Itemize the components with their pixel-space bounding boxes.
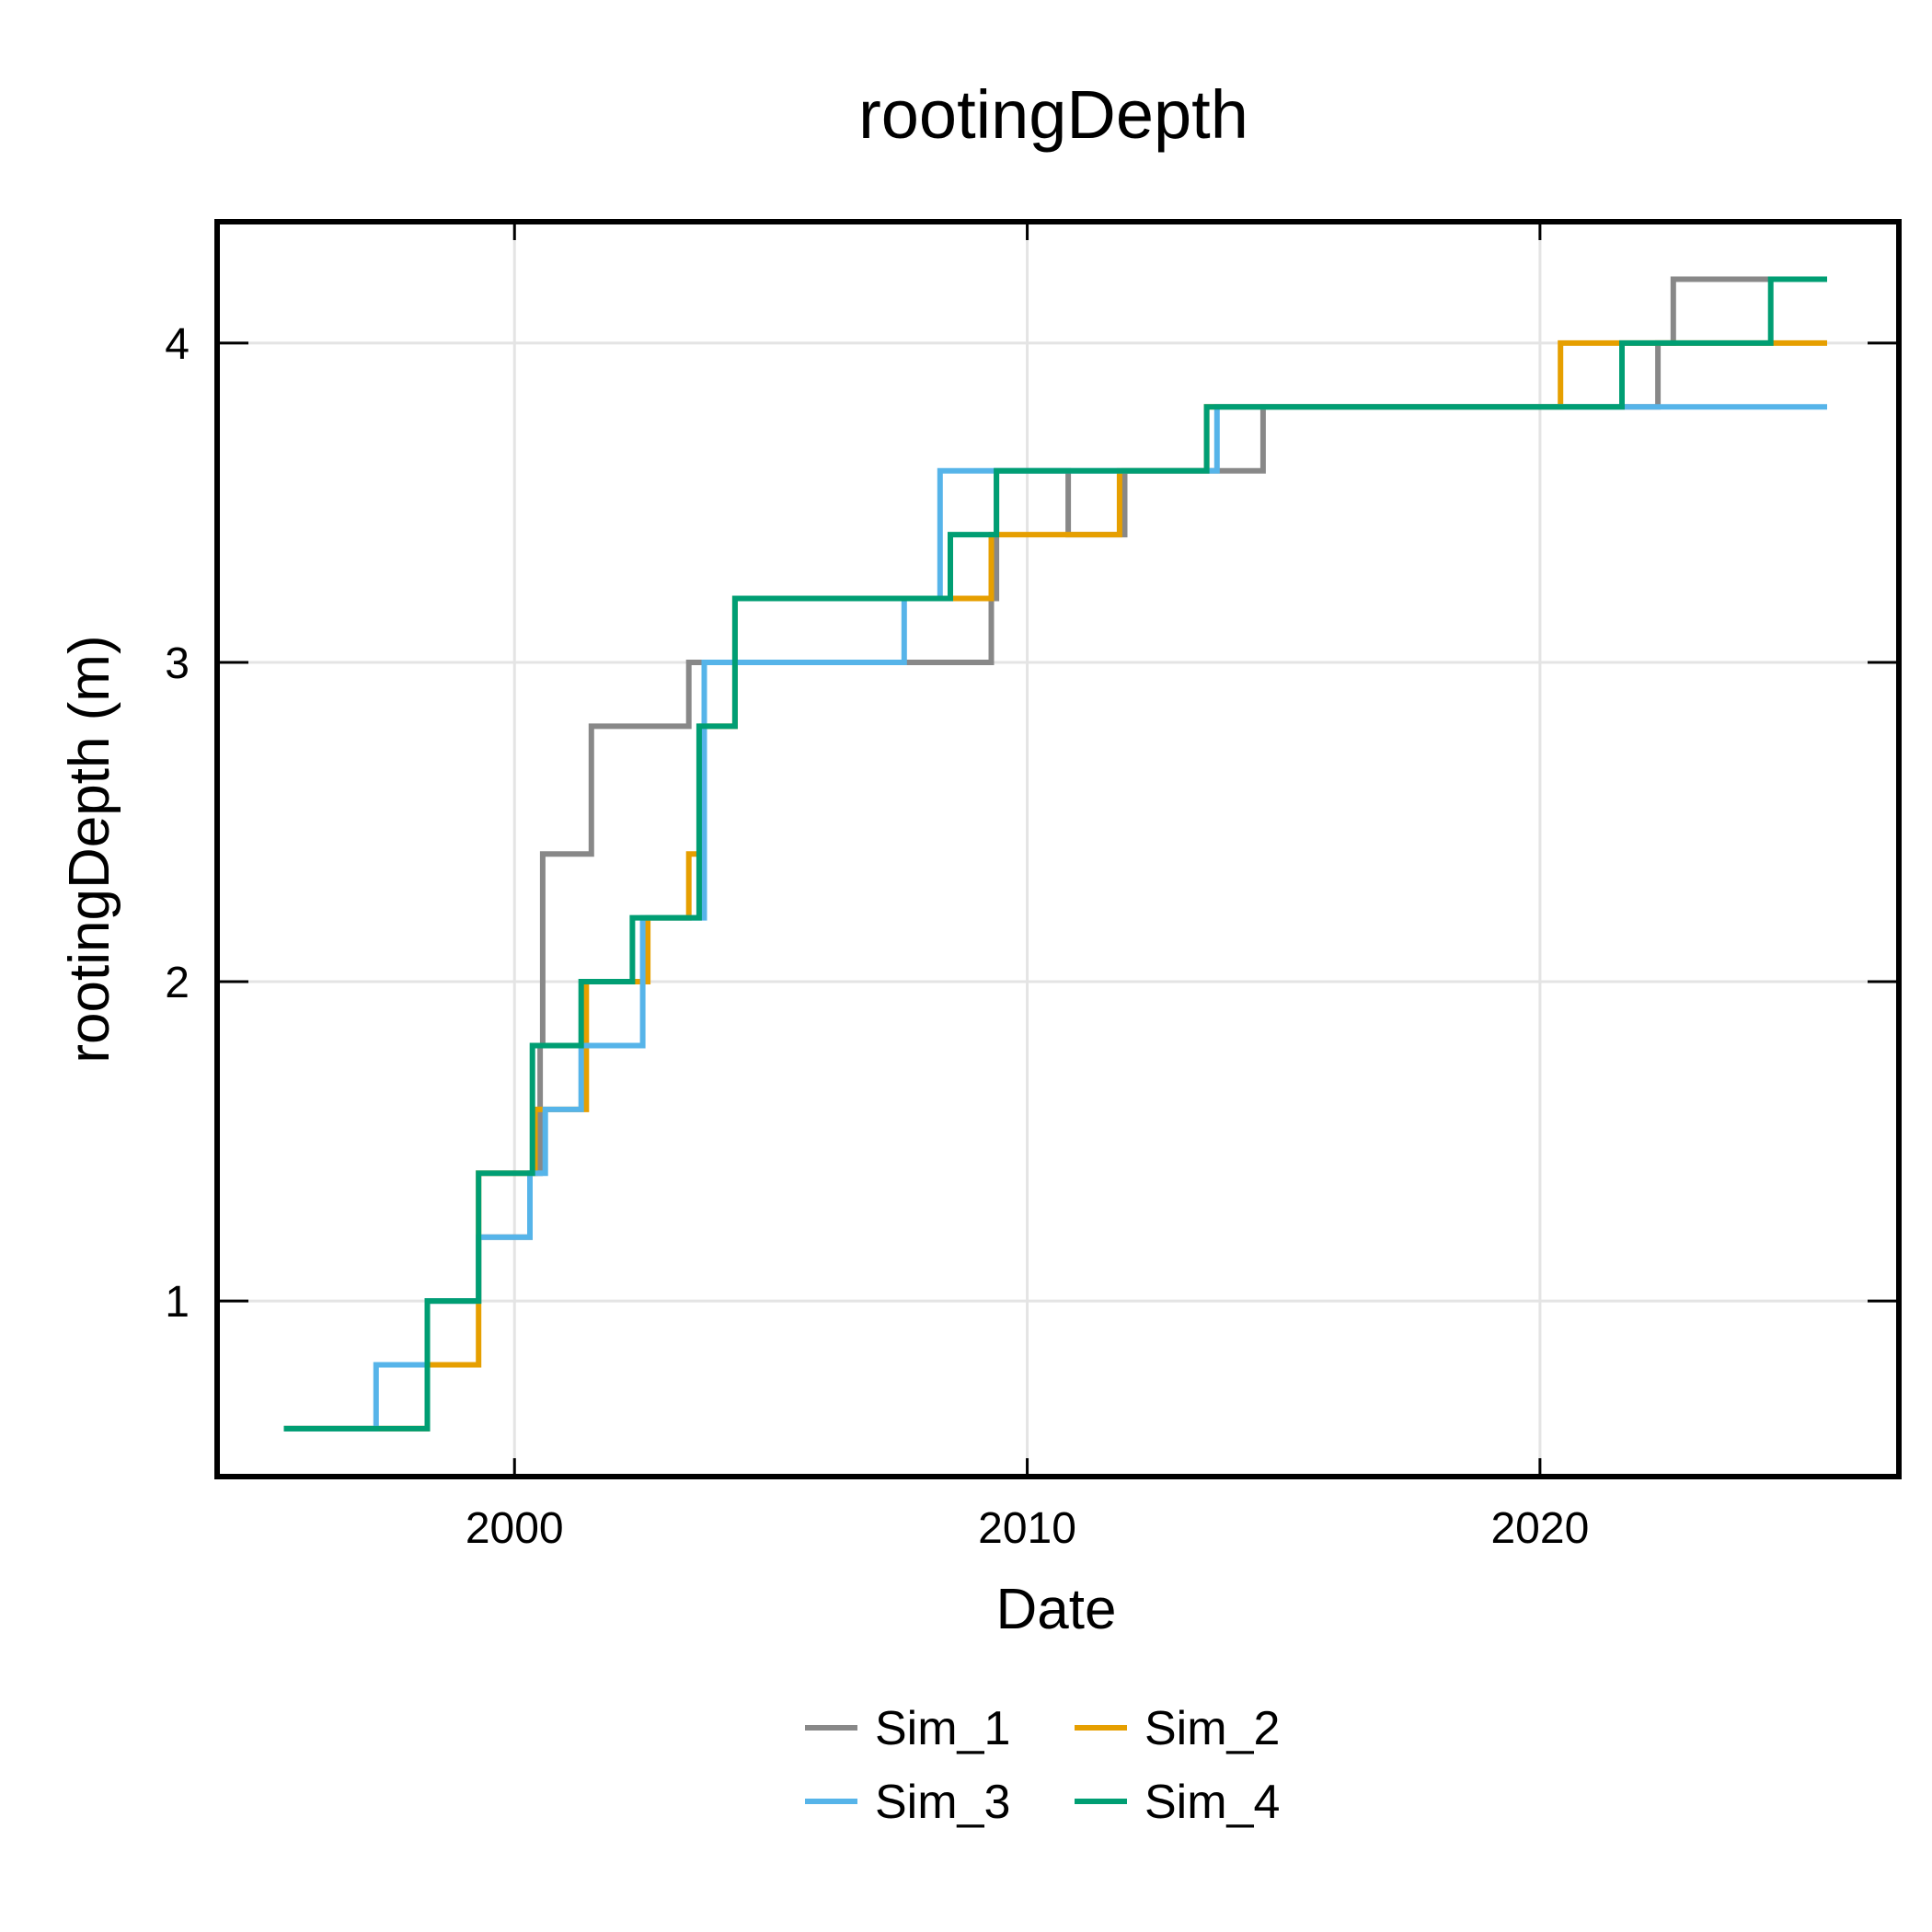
ticks [217,222,1899,1477]
legend-label-sim-4: Sim_4 [1144,1776,1280,1829]
y-axis-label: rootingDepth (m) [58,635,121,1063]
x-tick-label: 2020 [1490,1504,1589,1553]
chart-title: rootingDepth [858,76,1248,153]
gridlines [217,222,1899,1477]
legend-label-sim-3: Sim_3 [875,1776,1010,1829]
legend-label-sim-1: Sim_1 [875,1702,1010,1755]
series-line-sim-4 [283,276,1827,1432]
x-tick-label: 2000 [466,1504,564,1553]
x-tick-labels: 2000 2010 2020 [466,1504,1589,1553]
y-tick-label: 2 [165,959,190,1007]
y-tick-labels: 1 2 3 4 [165,320,190,1327]
x-tick-label: 2010 [978,1504,1076,1553]
series-lines [283,276,1827,1432]
x-axis-label: Date [996,1578,1117,1641]
y-tick-label: 4 [165,320,190,369]
plot-frame [214,219,1902,1479]
y-tick-label: 3 [165,639,190,688]
y-tick-label: 1 [165,1278,190,1327]
legend: Sim_1 Sim_2 Sim_3 Sim_4 [805,1702,1280,1829]
legend-label-sim-2: Sim_2 [1144,1702,1280,1755]
